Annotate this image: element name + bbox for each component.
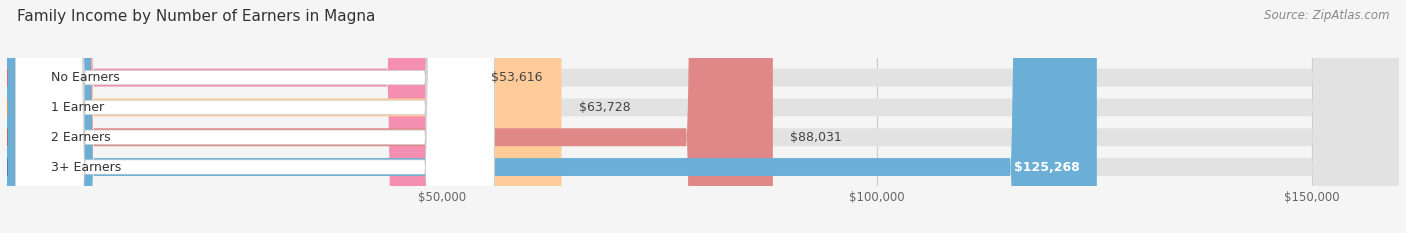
FancyBboxPatch shape: [15, 0, 495, 233]
FancyBboxPatch shape: [7, 0, 1097, 233]
Text: $53,616: $53,616: [491, 71, 543, 84]
Text: No Earners: No Earners: [51, 71, 120, 84]
Text: Source: ZipAtlas.com: Source: ZipAtlas.com: [1264, 9, 1389, 22]
FancyBboxPatch shape: [15, 0, 495, 233]
FancyBboxPatch shape: [7, 0, 1399, 233]
FancyBboxPatch shape: [7, 0, 773, 233]
FancyBboxPatch shape: [15, 0, 495, 233]
FancyBboxPatch shape: [7, 0, 561, 233]
Text: 1 Earner: 1 Earner: [51, 101, 104, 114]
FancyBboxPatch shape: [7, 0, 474, 233]
FancyBboxPatch shape: [15, 0, 495, 233]
Text: $63,728: $63,728: [579, 101, 630, 114]
FancyBboxPatch shape: [7, 0, 1399, 233]
Text: Family Income by Number of Earners in Magna: Family Income by Number of Earners in Ma…: [17, 9, 375, 24]
FancyBboxPatch shape: [7, 0, 1399, 233]
Text: $125,268: $125,268: [1014, 161, 1080, 174]
FancyBboxPatch shape: [7, 0, 1399, 233]
Text: $88,031: $88,031: [790, 131, 842, 144]
Text: 2 Earners: 2 Earners: [51, 131, 110, 144]
Text: 3+ Earners: 3+ Earners: [51, 161, 121, 174]
